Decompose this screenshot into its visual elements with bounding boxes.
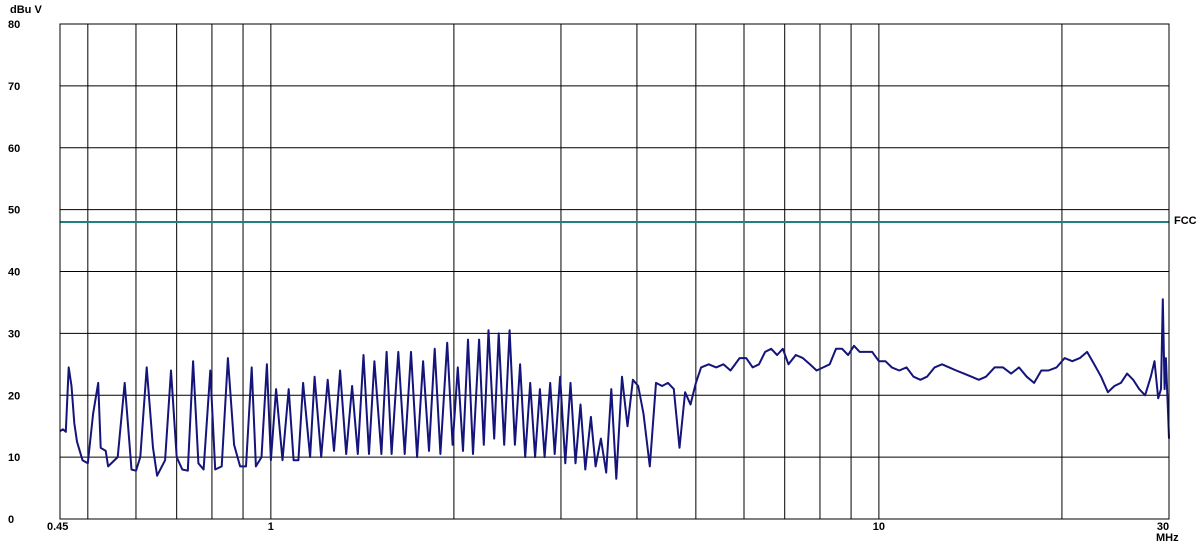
y-tick-label-4: 40	[8, 267, 20, 279]
y-tick-label-7: 70	[8, 81, 20, 93]
y-axis-unit-label: dBu V	[10, 4, 42, 16]
x-tick-label-0: 0.45	[47, 521, 68, 533]
grid	[60, 23, 1170, 520]
y-tick-label-8: 80	[8, 19, 20, 31]
y-tick-label-5: 50	[8, 205, 20, 217]
measurement-line	[59, 298, 1170, 480]
x-tick-label-2: 10	[873, 521, 885, 533]
y-axis-ticks: 0 10 20 30 40 50 60 70 80	[8, 19, 20, 526]
fcc-limit-label: FCC	[1174, 215, 1197, 227]
y-tick-label-6: 60	[8, 143, 20, 155]
x-axis-ticks: 0.45 1 10 30	[47, 521, 1169, 533]
y-tick-label-1: 10	[8, 452, 20, 464]
x-tick-label-3: 30	[1157, 521, 1169, 533]
plot-border	[59, 23, 1170, 520]
y-tick-label-0: 0	[8, 514, 14, 526]
x-axis-unit-label: MHz	[1156, 532, 1179, 544]
y-tick-label-2: 20	[8, 390, 20, 402]
y-tick-label-3: 30	[8, 328, 20, 340]
x-tick-label-1: 1	[268, 521, 274, 533]
